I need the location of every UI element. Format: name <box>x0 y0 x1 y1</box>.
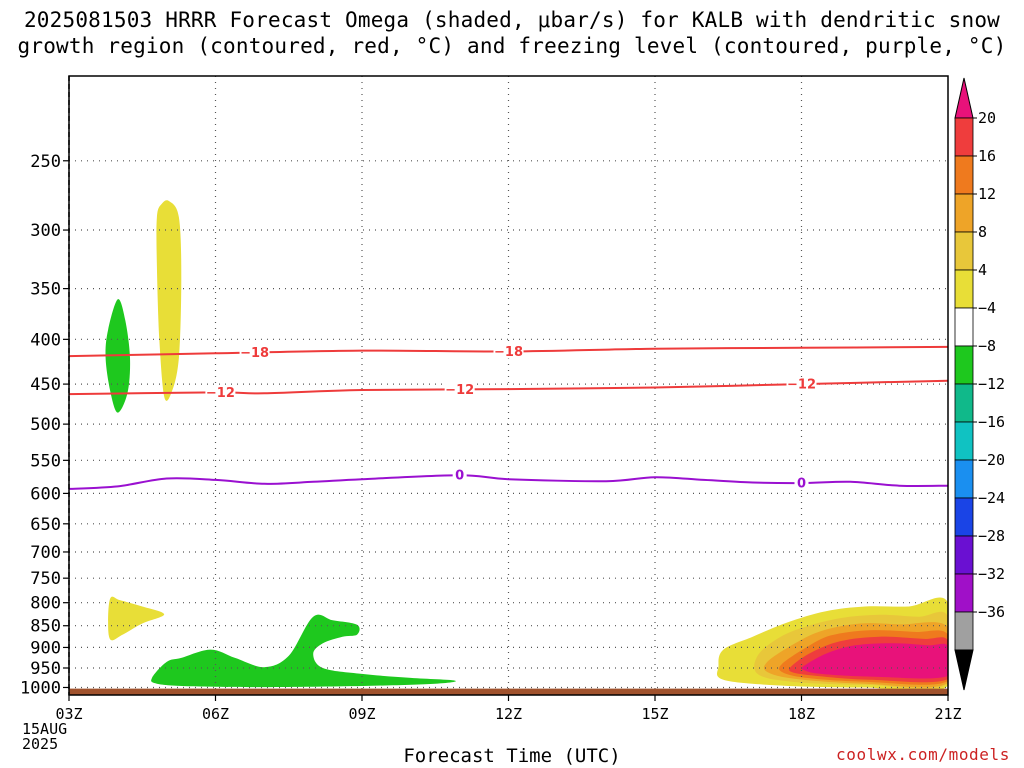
x-tick-label-12Z: 12Z <box>495 705 522 723</box>
shaded-region-omega-positive-gt-20 <box>801 643 948 679</box>
x-tick-label-15Z: 15Z <box>641 705 668 723</box>
colorbar: 20 16 12 8 4 −4 −8 −12 −16 −20 −24 −28 −32 −36 <box>954 77 1005 691</box>
colorbar-top-arrow <box>954 77 974 119</box>
terrain-band <box>69 688 948 695</box>
x-tick-label-06Z: 06Z <box>202 705 229 723</box>
y-tick-label-350: 350 <box>30 280 61 300</box>
y-tick-label-300: 300 <box>30 221 61 241</box>
colorbar-swatch-13 <box>954 611 974 651</box>
colorbar-swatch-12 <box>954 573 974 613</box>
colorbar-swatch-7 <box>954 383 974 423</box>
contour-label--12-0: −12 <box>206 386 235 401</box>
colorbar-label-10: −24 <box>978 489 1005 507</box>
y-tick-label-450: 450 <box>30 375 61 395</box>
colorbar-swatch-0 <box>954 117 974 157</box>
colorbar-swatch-10 <box>954 497 974 537</box>
colorbar-label-11: −28 <box>978 527 1005 545</box>
y-tick-label-650: 650 <box>30 515 61 535</box>
contour-label-bg <box>794 476 809 491</box>
contour-label-bg <box>444 382 475 397</box>
credit-link[interactable]: coolwx.com/models <box>836 745 1010 764</box>
y-axis: 2503003504004505005506006507007508008509… <box>20 152 69 698</box>
colorbar-swatch-2 <box>954 193 974 233</box>
colorbar-swatch-8 <box>954 421 974 461</box>
x-tick-label-03Z: 03Z <box>55 705 82 723</box>
y-tick-label-800: 800 <box>30 594 61 614</box>
colorbar-bottom-arrow <box>954 649 974 691</box>
x-tick-label-09Z: 09Z <box>348 705 375 723</box>
shaded-region-omega-positive-4-to-8-low <box>108 596 165 641</box>
contour-label-0-0: 0 <box>455 469 464 484</box>
y-tick-label-750: 750 <box>30 569 61 589</box>
chart-title-line-2: growth region (contoured, red, °C) and f… <box>17 34 1007 58</box>
y-tick-label-950: 950 <box>30 659 61 679</box>
contour-label--12-2: −12 <box>787 378 816 393</box>
colorbar-swatch-11 <box>954 535 974 575</box>
x-axis: 03Z 06Z 09Z 12Z 15Z 18Z 21Z <box>55 695 962 723</box>
colorbar-label-9: −20 <box>978 451 1005 469</box>
contour-label--18-0: −18 <box>240 346 269 361</box>
colorbar-label-6: −8 <box>978 337 996 355</box>
colorbar-swatch-4 <box>954 269 974 309</box>
colorbar-label-5: −4 <box>978 299 996 317</box>
colorbar-label-0: 20 <box>978 109 996 127</box>
chart-title-line-1: 2025081503 HRRR Forecast Omega (shaded, … <box>23 8 1001 32</box>
colorbar-swatch-5 <box>954 307 974 347</box>
y-tick-label-850: 850 <box>30 617 61 637</box>
shaded-region-omega-positive-4-to-8-upper <box>156 200 182 401</box>
y-tick-label-900: 900 <box>30 638 61 658</box>
colorbar-label-7: −12 <box>978 375 1005 393</box>
y-tick-label-250: 250 <box>30 152 61 172</box>
contour-label-bg <box>786 377 817 392</box>
x-date-day: 15AUG <box>22 720 68 738</box>
shaded-regions <box>105 200 948 693</box>
x-axis-label: Forecast Time (UTC) <box>403 745 621 767</box>
y-tick-label-500: 500 <box>30 415 61 435</box>
y-tick-label-700: 700 <box>30 543 61 563</box>
contour-label--12-1: −12 <box>445 383 474 398</box>
contour-label-bg <box>493 344 524 359</box>
y-tick-label-600: 600 <box>30 484 61 504</box>
y-tick-label-400: 400 <box>30 330 61 350</box>
x-date-year: 2025 <box>22 735 59 753</box>
colorbar-swatch-6 <box>954 345 974 385</box>
colorbar-label-8: −16 <box>978 413 1005 431</box>
shaded-region-omega-negative-4-to-8-low <box>151 614 456 688</box>
contour-label--18-1: −18 <box>494 345 523 360</box>
colorbar-label-3: 8 <box>978 223 987 241</box>
contour-label-bg <box>239 345 270 360</box>
contour-label-bg <box>205 385 236 400</box>
contour-label-bg <box>452 468 467 483</box>
y-tick-label-1000: 1000 <box>20 678 61 698</box>
contour-line-0 <box>68 474 949 490</box>
colorbar-label-4: 4 <box>978 261 987 279</box>
x-tick-label-21Z: 21Z <box>934 705 961 723</box>
terrain <box>69 688 948 695</box>
colorbar-swatch-9 <box>954 459 974 499</box>
contours: −18 −18 −12 −12 −12 0 0 <box>68 344 949 492</box>
contour-label-0-1: 0 <box>797 477 806 492</box>
colorbar-label-12: −32 <box>978 565 1005 583</box>
colorbar-swatch-1 <box>954 155 974 195</box>
colorbar-label-13: −36 <box>978 603 1005 621</box>
x-tick-label-18Z: 18Z <box>788 705 815 723</box>
colorbar-label-2: 12 <box>978 185 996 203</box>
y-tick-label-550: 550 <box>30 451 61 471</box>
colorbar-swatch-3 <box>954 231 974 271</box>
x-date-label: 15AUG 2025 <box>22 722 67 752</box>
colorbar-label-1: 16 <box>978 147 996 165</box>
